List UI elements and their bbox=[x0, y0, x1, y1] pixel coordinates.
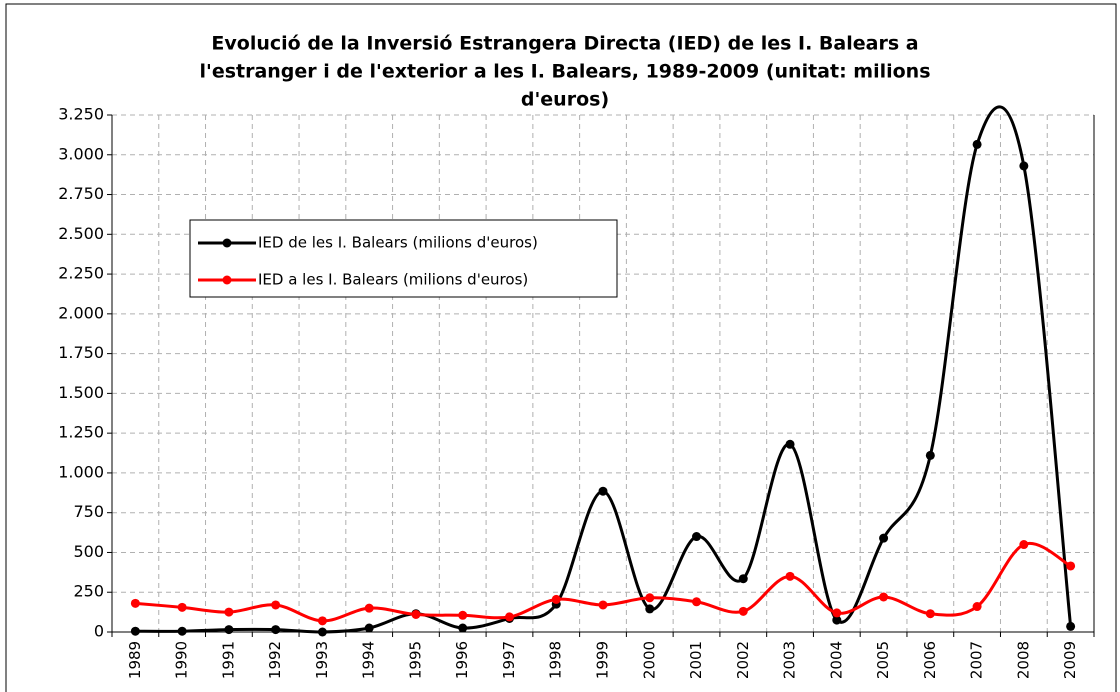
y-tick-label: 250 bbox=[73, 582, 104, 601]
series-marker bbox=[832, 615, 842, 625]
series-marker bbox=[598, 486, 608, 496]
y-tick-label: 2.750 bbox=[58, 184, 104, 203]
chart-title: Evolució de la Inversió Estrangera Direc… bbox=[211, 33, 918, 55]
series-marker bbox=[130, 626, 140, 636]
y-tick-label: 1.750 bbox=[58, 343, 104, 362]
y-tick-label: 1.000 bbox=[58, 462, 104, 481]
x-tick-label: 1995 bbox=[406, 641, 424, 679]
series-marker bbox=[925, 450, 935, 460]
series-marker bbox=[504, 612, 514, 622]
x-tick-label: 2005 bbox=[874, 641, 892, 679]
legend: IED de les I. Balears (milions d'euros) I… bbox=[189, 219, 618, 298]
legend-marker bbox=[222, 275, 232, 285]
y-tick-label: 2.250 bbox=[58, 264, 104, 283]
series-marker bbox=[224, 625, 234, 635]
series-marker bbox=[879, 592, 889, 602]
series-marker bbox=[785, 571, 795, 581]
x-tick-label: 2009 bbox=[1061, 641, 1079, 679]
series-marker bbox=[598, 600, 608, 610]
x-tick-label: 2004 bbox=[827, 641, 845, 679]
series-marker bbox=[738, 606, 748, 616]
series-marker bbox=[317, 627, 327, 637]
x-tick-label: 2003 bbox=[781, 641, 799, 679]
series-line bbox=[135, 541, 1072, 623]
x-tick-label: 1998 bbox=[547, 641, 565, 679]
series-marker bbox=[458, 623, 468, 633]
y-tick-label: 1.250 bbox=[58, 423, 104, 442]
series-marker bbox=[879, 533, 889, 543]
x-tick-label: 1996 bbox=[453, 641, 471, 679]
series-marker bbox=[177, 626, 187, 636]
y-tick-label: 0 bbox=[94, 622, 104, 641]
x-tick-label: 1989 bbox=[126, 641, 144, 679]
x-tick-label: 1990 bbox=[173, 641, 191, 679]
series-marker bbox=[458, 610, 468, 620]
legend-marker bbox=[222, 238, 232, 248]
x-tick-label: 1997 bbox=[500, 641, 518, 679]
x-tick-label: 2008 bbox=[1014, 641, 1032, 679]
series-marker bbox=[692, 597, 702, 607]
chart-title: d'euros) bbox=[521, 89, 609, 111]
plot-area bbox=[112, 115, 1094, 632]
legend-label: IED de les I. Balears (milions d'euros) bbox=[258, 234, 538, 252]
series-marker bbox=[785, 439, 795, 449]
series-marker bbox=[551, 594, 561, 604]
x-tick-label: 1999 bbox=[594, 641, 612, 679]
series-marker bbox=[130, 598, 140, 608]
series-marker bbox=[738, 574, 748, 584]
series-marker bbox=[224, 607, 234, 617]
series-marker bbox=[972, 602, 982, 612]
x-tick-label: 1992 bbox=[266, 641, 284, 679]
series-marker bbox=[692, 532, 702, 542]
legend-box bbox=[189, 219, 618, 298]
y-tick-label: 3.250 bbox=[58, 105, 104, 124]
y-tick-label: 2.000 bbox=[58, 303, 104, 322]
series-marker bbox=[832, 608, 842, 618]
series-marker bbox=[317, 616, 327, 626]
x-tick-label: 1993 bbox=[313, 641, 331, 679]
series-marker bbox=[645, 604, 655, 614]
series-marker bbox=[271, 625, 281, 635]
y-tick-label: 500 bbox=[73, 542, 104, 561]
y-tick-label: 1.500 bbox=[58, 383, 104, 402]
series-marker bbox=[1066, 621, 1076, 631]
x-tick-label: 2006 bbox=[921, 641, 939, 679]
chart-title: l'estranger i de l'exterior a les I. Bal… bbox=[199, 61, 930, 83]
series-marker bbox=[972, 139, 982, 149]
x-tick-label: 1991 bbox=[219, 641, 237, 679]
y-tick-label: 750 bbox=[73, 502, 104, 521]
series-marker bbox=[1066, 561, 1076, 571]
x-tick-label: 2007 bbox=[968, 641, 986, 679]
series-marker bbox=[364, 603, 374, 613]
series-marker bbox=[925, 609, 935, 619]
x-tick-label: 1994 bbox=[360, 641, 378, 679]
x-tick-label: 2000 bbox=[640, 641, 658, 679]
series-marker bbox=[177, 602, 187, 612]
x-tick-label: 2002 bbox=[734, 641, 752, 679]
legend-label: IED a les I. Balears (milions d'euros) bbox=[258, 271, 528, 289]
x-tick-label: 2001 bbox=[687, 641, 705, 679]
y-tick-label: 2.500 bbox=[58, 224, 104, 243]
series-marker bbox=[1019, 161, 1029, 171]
y-tick-label: 3.000 bbox=[58, 144, 104, 163]
series-marker bbox=[645, 593, 655, 603]
series-marker bbox=[364, 623, 374, 633]
series-marker bbox=[411, 610, 421, 620]
series-marker bbox=[1019, 540, 1029, 550]
series-marker bbox=[271, 600, 281, 610]
